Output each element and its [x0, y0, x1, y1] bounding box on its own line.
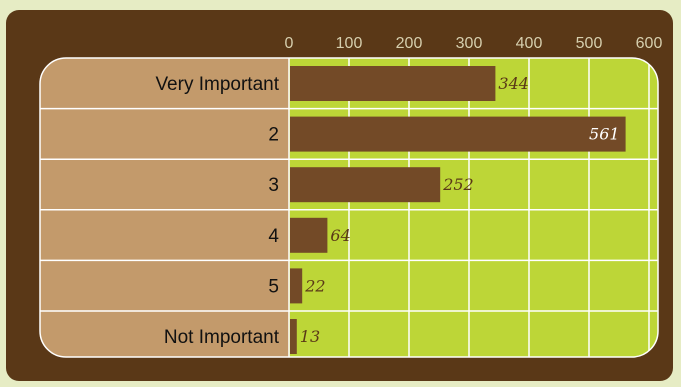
category-label: Very Important	[155, 74, 279, 95]
bar-value-label: 252	[442, 175, 474, 194]
bar	[290, 217, 328, 253]
bar-value-label: 22	[304, 276, 325, 295]
category-label: 4	[268, 226, 279, 247]
x-tick-label: 600	[636, 35, 663, 52]
bar	[290, 167, 441, 203]
bar-value-label: 561	[589, 125, 620, 144]
panel-outline	[39, 57, 659, 358]
bar	[290, 319, 297, 354]
x-tick-label: 300	[456, 35, 483, 52]
category-label: 5	[268, 276, 279, 297]
bar-value-label: 64	[330, 226, 350, 245]
plot-area	[289, 58, 658, 357]
x-tick-label: 500	[576, 35, 603, 52]
x-tick-label: 100	[336, 35, 363, 52]
bar	[290, 116, 626, 152]
x-tick-label: 200	[396, 35, 423, 52]
bar	[290, 66, 496, 101]
bar	[290, 268, 303, 304]
category-label-panel	[40, 58, 289, 357]
bar-value-label: 344	[498, 74, 529, 93]
bar-value-label: 13	[300, 327, 320, 346]
category-label: 3	[268, 175, 279, 196]
category-label: 2	[268, 125, 279, 146]
category-label: Not Important	[164, 327, 280, 348]
x-tick-label: 400	[516, 35, 543, 52]
x-tick-label: 0	[285, 35, 294, 52]
